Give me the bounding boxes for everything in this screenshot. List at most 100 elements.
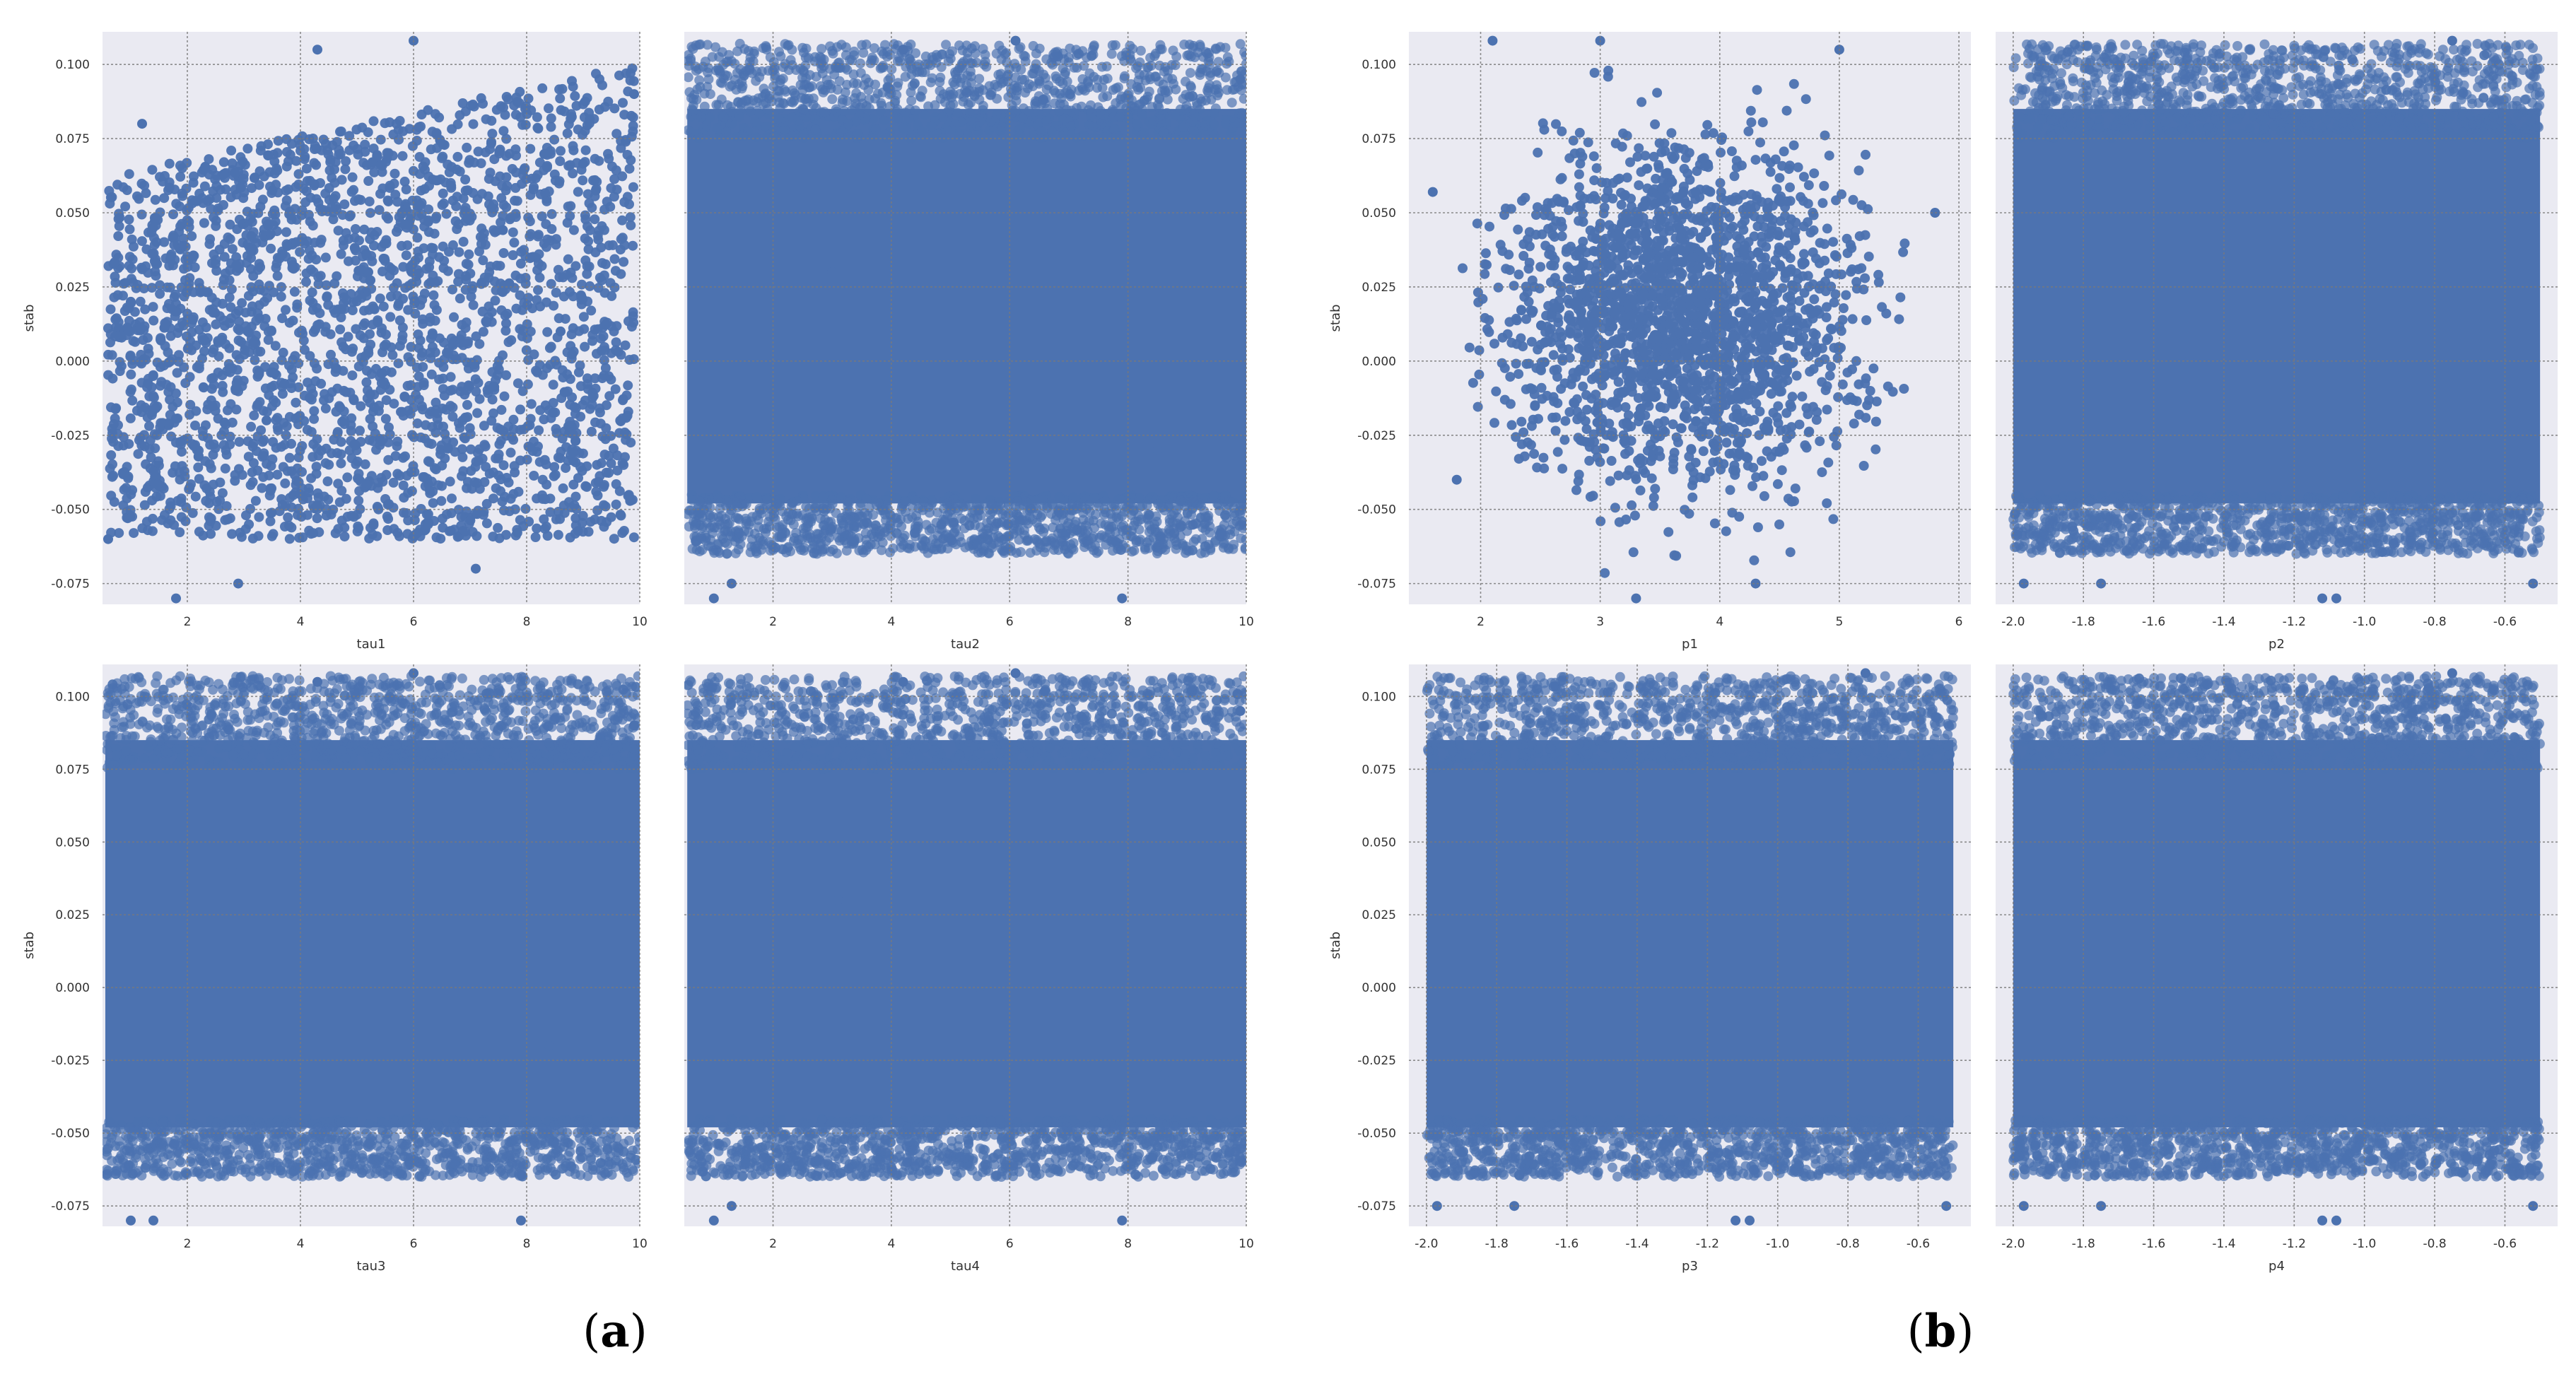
scatter-point [351, 459, 361, 469]
scatter-point [1152, 445, 1163, 455]
scatter-point [390, 189, 401, 200]
scatter-point [567, 273, 578, 283]
scatter-point [153, 479, 163, 489]
scatter-point [584, 107, 595, 118]
scatter-point [359, 305, 369, 316]
scatter-point [425, 347, 435, 358]
scatter-point [990, 80, 1000, 90]
scatter-point [288, 372, 298, 382]
scatter-point [443, 344, 454, 354]
scatter-point [418, 380, 429, 390]
scatter-point [551, 240, 561, 250]
scatter-point [163, 418, 173, 429]
scatter-point [412, 233, 423, 243]
scatter-point [602, 196, 612, 207]
y-tick-label: -0.050 [51, 503, 90, 517]
scatter-point [187, 439, 197, 450]
scatter-point [241, 230, 252, 240]
scatter-point [694, 75, 705, 86]
y-tick-label: 0.075 [55, 132, 90, 146]
scatter-point [351, 124, 362, 135]
scatter-point [701, 120, 712, 131]
scatter-point [247, 467, 257, 478]
scatter-point [286, 257, 297, 267]
scatter-point [144, 227, 153, 237]
scatter-point [319, 491, 329, 502]
scatter-point [919, 544, 930, 554]
y-tick-label: -0.025 [51, 429, 90, 443]
scatter-point [1041, 84, 1052, 95]
scatter-point [299, 154, 310, 165]
scatter-point [358, 158, 369, 168]
scatter-point [886, 64, 897, 74]
scatter-point [695, 39, 706, 49]
scatter-point [1190, 534, 1201, 544]
scatter-point [293, 358, 304, 369]
scatter-point [520, 273, 531, 283]
scatter-point [110, 322, 121, 333]
scatter-point [503, 337, 514, 347]
scatter-point [855, 58, 865, 69]
scatter-point [141, 459, 151, 469]
scatter-point [341, 228, 351, 238]
scatter-point [365, 276, 375, 286]
scatter-point [414, 152, 425, 162]
y-tick-label: -0.075 [51, 577, 90, 592]
scatter-point [525, 231, 535, 242]
scatter-point [259, 321, 270, 331]
scatter-point [226, 399, 236, 409]
scatter-point [253, 370, 264, 380]
scatter-point [927, 73, 937, 83]
scatter-point [721, 127, 732, 137]
scatter-point [1116, 94, 1125, 105]
scatter-point [277, 389, 288, 399]
scatter-point [1113, 82, 1123, 93]
scatter-point [1096, 119, 1107, 129]
scatter-point [609, 103, 620, 114]
scatter-point [268, 220, 279, 230]
scatter-point [724, 49, 734, 60]
scatter-point [262, 293, 273, 303]
scatter-point [627, 63, 638, 74]
scatter-point [423, 171, 434, 182]
scatter-point [607, 291, 617, 301]
scatter-point [355, 426, 365, 436]
scatter-point [691, 95, 702, 105]
scatter-point [855, 500, 865, 511]
scatter-point [1048, 522, 1058, 533]
scatter-point [137, 119, 147, 129]
scatter-point [761, 132, 772, 143]
scatter-point [1185, 81, 1196, 91]
scatter-point [303, 236, 312, 247]
scatter-point [105, 463, 115, 474]
scatter-point [1096, 109, 1106, 119]
scatter-point [242, 251, 252, 262]
scatter-point [308, 221, 318, 231]
scatter-point [512, 97, 522, 107]
scatter-point [341, 387, 351, 397]
scatter-point [1170, 60, 1181, 71]
scatter-point [777, 529, 788, 539]
scatter-point [502, 181, 513, 191]
scatter-point [234, 437, 245, 447]
scatter-point [542, 327, 553, 337]
scatter-point [1216, 528, 1226, 539]
scatter-point [1041, 116, 1052, 127]
scatter-point [906, 95, 917, 106]
scatter-point [280, 478, 291, 488]
scatter-point [1089, 132, 1099, 143]
scatter-point [568, 429, 578, 440]
scatter-point [926, 121, 937, 131]
scatter-point [1154, 539, 1164, 550]
scatter-point [987, 500, 997, 510]
scatter-point [523, 93, 534, 104]
scatter-point [838, 94, 848, 105]
scatter-point [364, 196, 375, 207]
scatter-point [983, 535, 993, 546]
scatter-point [911, 48, 921, 59]
scatter-point [199, 218, 209, 228]
scatter-point [365, 397, 375, 408]
scatter-point [624, 163, 635, 174]
scatter-point [478, 255, 488, 266]
scatter-point [284, 360, 294, 371]
